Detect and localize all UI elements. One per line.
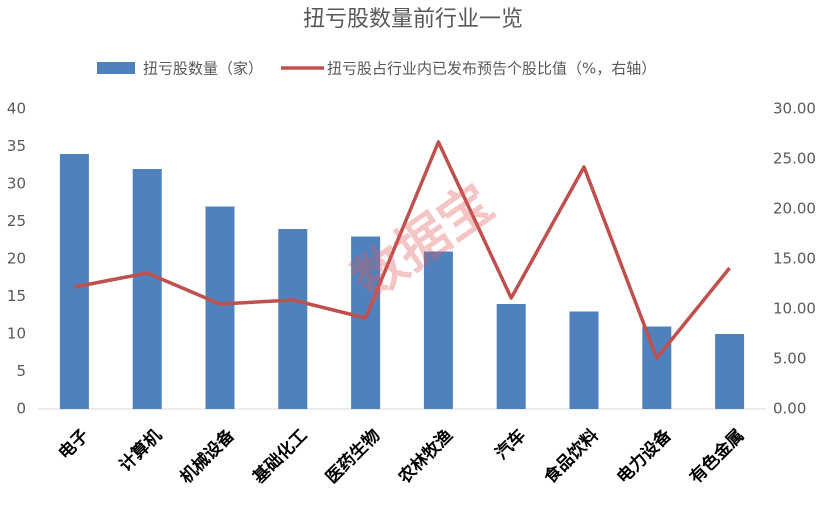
chart-title: 扭亏股数量前行业一览 <box>303 7 523 32</box>
y-tick-label: 25 <box>7 212 26 230</box>
legend-swatch <box>97 62 135 74</box>
x-tick-label: 机械设备 <box>176 424 240 488</box>
y2-tick-label: 0.00 <box>773 400 806 418</box>
y2-tick-label: 20.00 <box>773 200 816 218</box>
y-tick-label: 40 <box>7 100 26 118</box>
x-tick-label: 医药生物 <box>321 425 384 488</box>
y-tick-label: 30 <box>7 175 26 193</box>
y-tick-label: 10 <box>7 325 26 343</box>
bar <box>205 206 235 409</box>
x-tick-label: 计算机 <box>115 425 166 476</box>
bar <box>496 304 526 409</box>
bar <box>59 154 89 409</box>
bar <box>278 229 308 409</box>
bar <box>569 311 599 409</box>
legend-label: 扭亏股数量（家） <box>143 60 263 78</box>
y2-tick-label: 15.00 <box>773 250 816 268</box>
y-tick-label: 20 <box>7 250 26 268</box>
y2-tick-label: 10.00 <box>773 300 816 318</box>
x-tick-label: 基础化工 <box>248 425 312 489</box>
bar <box>642 326 672 409</box>
x-tick-label: 农林牧渔 <box>393 425 457 489</box>
x-tick-label: 食品饮料 <box>540 425 603 488</box>
bar <box>423 251 453 409</box>
legend-label: 扭亏股占行业内已发布预告个股比值（%，右轴） <box>327 60 656 78</box>
x-tick-label: 汽车 <box>491 425 530 464</box>
line <box>74 140 731 360</box>
y2-tick-label: 25.00 <box>773 150 816 168</box>
x-tick-label: 电子 <box>54 425 93 464</box>
x-tick-label: 有色金属 <box>685 425 748 488</box>
bar <box>715 334 745 409</box>
x-tick-label: 电力设备 <box>613 424 677 488</box>
y-tick-label: 15 <box>7 287 26 305</box>
y2-tick-label: 5.00 <box>773 350 806 368</box>
y-tick-label: 0 <box>16 400 26 418</box>
bar <box>132 169 162 409</box>
bar <box>351 236 381 409</box>
y2-tick-label: 30.00 <box>773 100 816 118</box>
y-tick-label: 35 <box>7 137 26 155</box>
y-tick-label: 5 <box>16 362 26 380</box>
